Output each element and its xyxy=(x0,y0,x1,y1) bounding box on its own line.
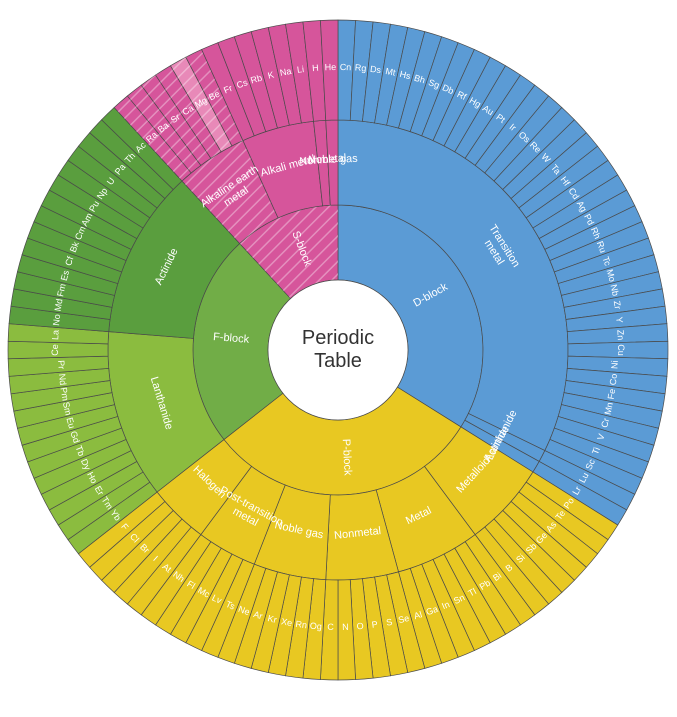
element-label: N xyxy=(342,622,349,632)
element-label: Zn xyxy=(615,329,626,340)
element-label: La xyxy=(50,330,61,341)
element-label: Y xyxy=(614,316,625,323)
element-label: Nd xyxy=(57,373,68,386)
element-label: O xyxy=(356,621,364,632)
element-label: Rg xyxy=(354,62,366,73)
element-label: Ds xyxy=(369,64,382,75)
sunburst-chart: D-blockP-blockF-blockS-blockTransitionme… xyxy=(0,0,677,717)
block-label: P-block xyxy=(340,439,354,477)
group-label: Noble gas xyxy=(308,153,358,166)
element-label: Co xyxy=(608,373,619,386)
element-label: Xe xyxy=(280,616,293,628)
element-label: Na xyxy=(279,66,292,78)
element-label: Pm xyxy=(59,387,71,402)
element-label: He xyxy=(325,62,337,72)
element-label: No xyxy=(51,314,62,327)
element-label: Zr xyxy=(612,300,623,310)
element-label: Rn xyxy=(295,619,308,630)
element-label: Md xyxy=(53,298,65,312)
element-label: Ni xyxy=(609,360,619,369)
element-label: Cu xyxy=(616,344,626,356)
element-label: C xyxy=(327,622,334,632)
element-label: Li xyxy=(296,64,304,75)
element-label: Og xyxy=(310,621,323,632)
element-label: Pr xyxy=(56,360,66,370)
element-label: Cn xyxy=(340,62,352,72)
element-label: Ce xyxy=(50,344,60,356)
element-label: H xyxy=(312,63,319,73)
element-label: Fe xyxy=(606,388,618,400)
